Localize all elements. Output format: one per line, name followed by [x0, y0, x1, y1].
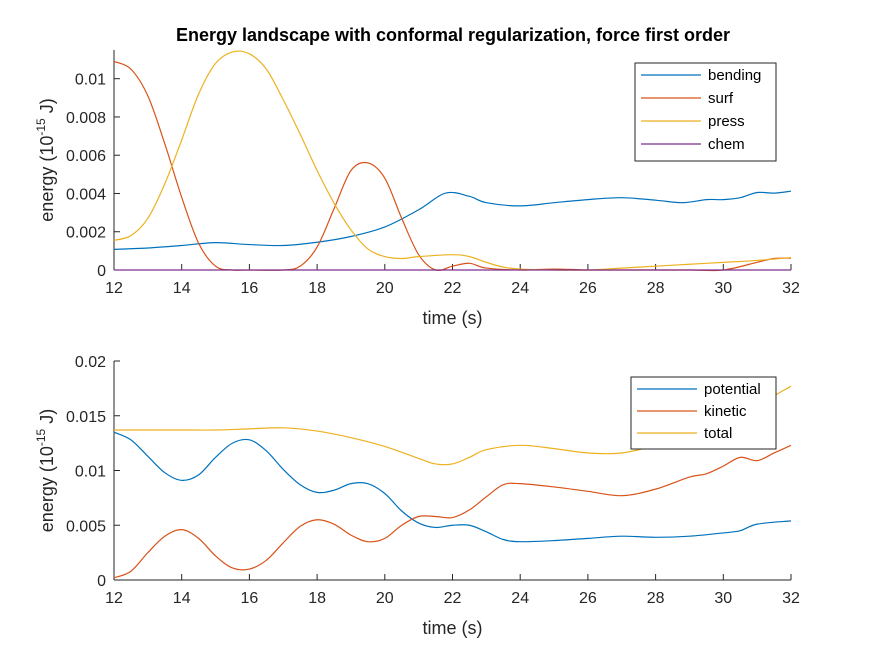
x-tick-label: 26: [579, 590, 597, 607]
legend-label-total: total: [704, 425, 732, 442]
y-tick-label: 0.008: [66, 110, 106, 127]
x-tick-label: 30: [714, 280, 732, 297]
y-tick-label: 0.01: [75, 464, 106, 481]
legend-label-press: press: [708, 113, 745, 130]
legend-label-potential: potential: [704, 381, 761, 398]
x-tick-label: 12: [105, 590, 123, 607]
energy-components-panel: 12 14 16 18 20 22 24 26 28 30 32 0 0.002 0.004 0.006 0.…: [34, 50, 800, 328]
x-tick-label: 16: [241, 280, 259, 297]
y-axis-label-main: energy (10: [37, 446, 57, 532]
x-tick-label: 28: [647, 590, 665, 607]
x-tick-label: 12: [105, 280, 123, 297]
y-tick-label: 0.004: [66, 186, 106, 203]
x-axis-label: time (s): [423, 308, 483, 328]
series-line-bending: [113, 190, 792, 250]
legend-label-chem: chem: [708, 136, 745, 153]
x-tick-label: 28: [647, 280, 665, 297]
y-tick-label: 0.01: [75, 72, 106, 89]
y-axis-label-exponent: -15: [34, 118, 48, 136]
y-axis-label-exponent: -15: [34, 428, 48, 446]
x-tick-label: 22: [444, 590, 462, 607]
x-tick-label: 24: [511, 590, 529, 607]
x-tick-label: 18: [308, 590, 326, 607]
legend-box: [634, 62, 777, 162]
legend-label-bending: bending: [708, 67, 761, 84]
legend-label-kinetic: kinetic: [704, 403, 747, 420]
series-line-potential: [113, 431, 792, 543]
y-tick-label: 0.02: [75, 354, 106, 371]
x-tick-label: 32: [782, 590, 800, 607]
x-tick-label: 32: [782, 280, 800, 297]
x-tick-label: 18: [308, 280, 326, 297]
legend: bending surf press chem: [634, 62, 777, 162]
chart-title: Energy landscape with conformal regulari…: [176, 25, 730, 45]
x-axis-label: time (s): [423, 618, 483, 638]
energy-totals-panel: 12 14 16 18 20 22 24 26 28 30 32 0 0.005 0.01 0.015 0.0…: [34, 354, 800, 638]
series-line-kinetic: [113, 444, 792, 579]
y-axis-label-unit: J): [37, 98, 57, 118]
y-tick-label: 0.015: [66, 409, 106, 426]
x-tick-label: 14: [173, 280, 191, 297]
x-tick-label: 22: [444, 280, 462, 297]
y-axis-label-main: energy (10: [37, 136, 57, 222]
y-tick-label: 0.005: [66, 518, 106, 535]
y-tick-label: 0.006: [66, 148, 106, 165]
y-tick-label: 0: [97, 263, 106, 280]
y-axis-label-unit: J): [37, 409, 57, 429]
legend-label-surf: surf: [708, 90, 734, 107]
y-axis-label: energy (10-15 J): [34, 98, 57, 221]
x-tick-label: 20: [376, 590, 394, 607]
x-tick-label: 14: [173, 590, 191, 607]
x-tick-label: 26: [579, 280, 597, 297]
x-tick-label: 20: [376, 280, 394, 297]
y-tick-label: 0.002: [66, 225, 106, 242]
legend: potential kinetic total: [630, 376, 777, 450]
y-axis-label: energy (10-15 J): [34, 409, 57, 532]
x-tick-label: 30: [714, 590, 732, 607]
x-tick-label: 16: [241, 590, 259, 607]
y-tick-label: 0: [97, 573, 106, 590]
x-tick-label: 24: [511, 280, 529, 297]
series-line-press: [113, 50, 792, 271]
